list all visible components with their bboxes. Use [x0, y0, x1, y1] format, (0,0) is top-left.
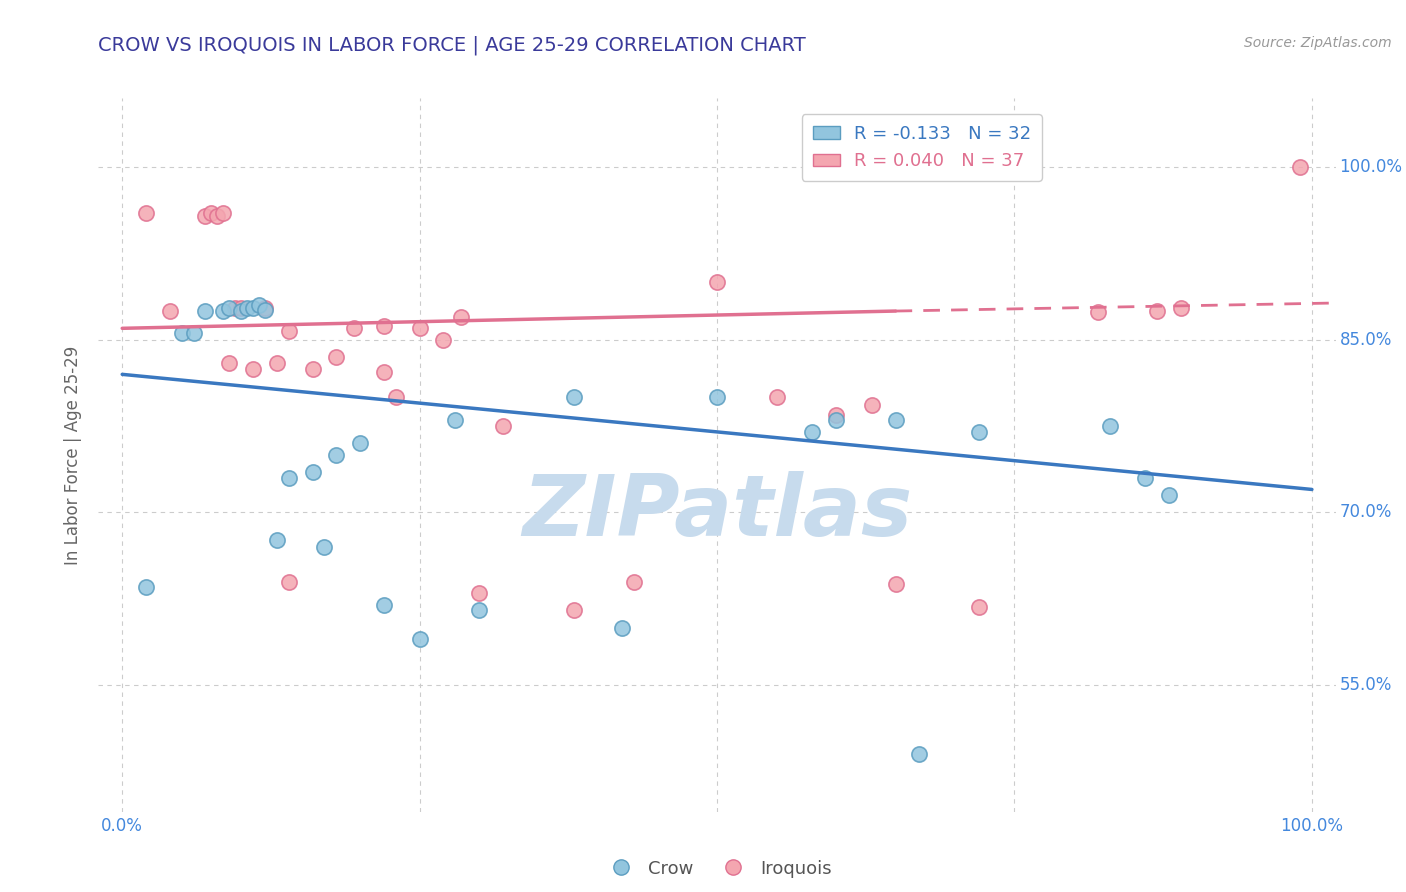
Point	[218, 301, 240, 315]
Point	[224, 301, 246, 315]
Point	[266, 533, 288, 547]
Point	[231, 304, 253, 318]
Point	[194, 209, 217, 223]
Point	[562, 390, 585, 404]
Text: Source: ZipAtlas.com: Source: ZipAtlas.com	[1244, 36, 1392, 50]
Point	[301, 361, 323, 376]
Point	[765, 390, 787, 404]
Point	[492, 419, 515, 434]
Point	[562, 603, 585, 617]
Point	[450, 310, 472, 324]
Point	[706, 390, 728, 404]
Point	[349, 436, 371, 450]
Point	[135, 580, 157, 594]
Point	[610, 621, 633, 635]
Point	[801, 425, 824, 439]
Point	[242, 361, 264, 376]
Y-axis label: In Labor Force | Age 25-29: In Labor Force | Age 25-29	[65, 345, 83, 565]
Point	[1087, 305, 1109, 319]
Point	[444, 413, 467, 427]
Point	[159, 304, 181, 318]
Point	[373, 598, 395, 612]
Point	[301, 465, 323, 479]
Point	[706, 275, 728, 289]
Point	[884, 413, 907, 427]
Point	[183, 326, 205, 340]
Text: 85.0%: 85.0%	[1340, 331, 1392, 349]
Text: CROW VS IROQUOIS IN LABOR FORCE | AGE 25-29 CORRELATION CHART: CROW VS IROQUOIS IN LABOR FORCE | AGE 25…	[98, 36, 806, 55]
Point	[212, 304, 235, 318]
Point	[212, 206, 235, 220]
Point	[408, 321, 430, 335]
Point	[623, 574, 645, 589]
Point	[468, 586, 491, 600]
Point	[218, 356, 240, 370]
Point	[373, 365, 395, 379]
Point	[325, 448, 347, 462]
Point	[247, 298, 270, 312]
Point	[325, 350, 347, 364]
Point	[908, 747, 931, 761]
Point	[1170, 301, 1192, 315]
Point	[207, 209, 229, 223]
Point	[343, 321, 366, 335]
Point	[1146, 304, 1168, 318]
Point	[385, 390, 408, 404]
Text: ZIPatlas: ZIPatlas	[522, 470, 912, 554]
Point	[884, 577, 907, 591]
Point	[1289, 160, 1312, 174]
Point	[253, 302, 276, 317]
Point	[1159, 488, 1181, 502]
Point	[967, 599, 990, 614]
Point	[253, 301, 276, 315]
Point	[194, 304, 217, 318]
Point	[967, 425, 990, 439]
Point	[200, 206, 222, 220]
Point	[135, 206, 157, 220]
Point	[231, 301, 253, 315]
Point	[277, 471, 299, 485]
Point	[432, 333, 454, 347]
Point	[236, 301, 259, 315]
Legend: Crow, Iroquois: Crow, Iroquois	[595, 853, 839, 885]
Point	[408, 632, 430, 646]
Text: 70.0%: 70.0%	[1340, 503, 1392, 522]
Point	[242, 301, 264, 315]
Point	[860, 399, 883, 413]
Point	[266, 356, 288, 370]
Point	[373, 318, 395, 333]
Point	[170, 326, 193, 340]
Point	[1135, 471, 1157, 485]
Text: 100.0%: 100.0%	[1340, 158, 1402, 177]
Point	[825, 408, 848, 422]
Point	[825, 413, 848, 427]
Point	[314, 540, 336, 554]
Point	[277, 574, 299, 589]
Point	[277, 324, 299, 338]
Point	[1098, 419, 1121, 434]
Text: 55.0%: 55.0%	[1340, 676, 1392, 694]
Point	[468, 603, 491, 617]
